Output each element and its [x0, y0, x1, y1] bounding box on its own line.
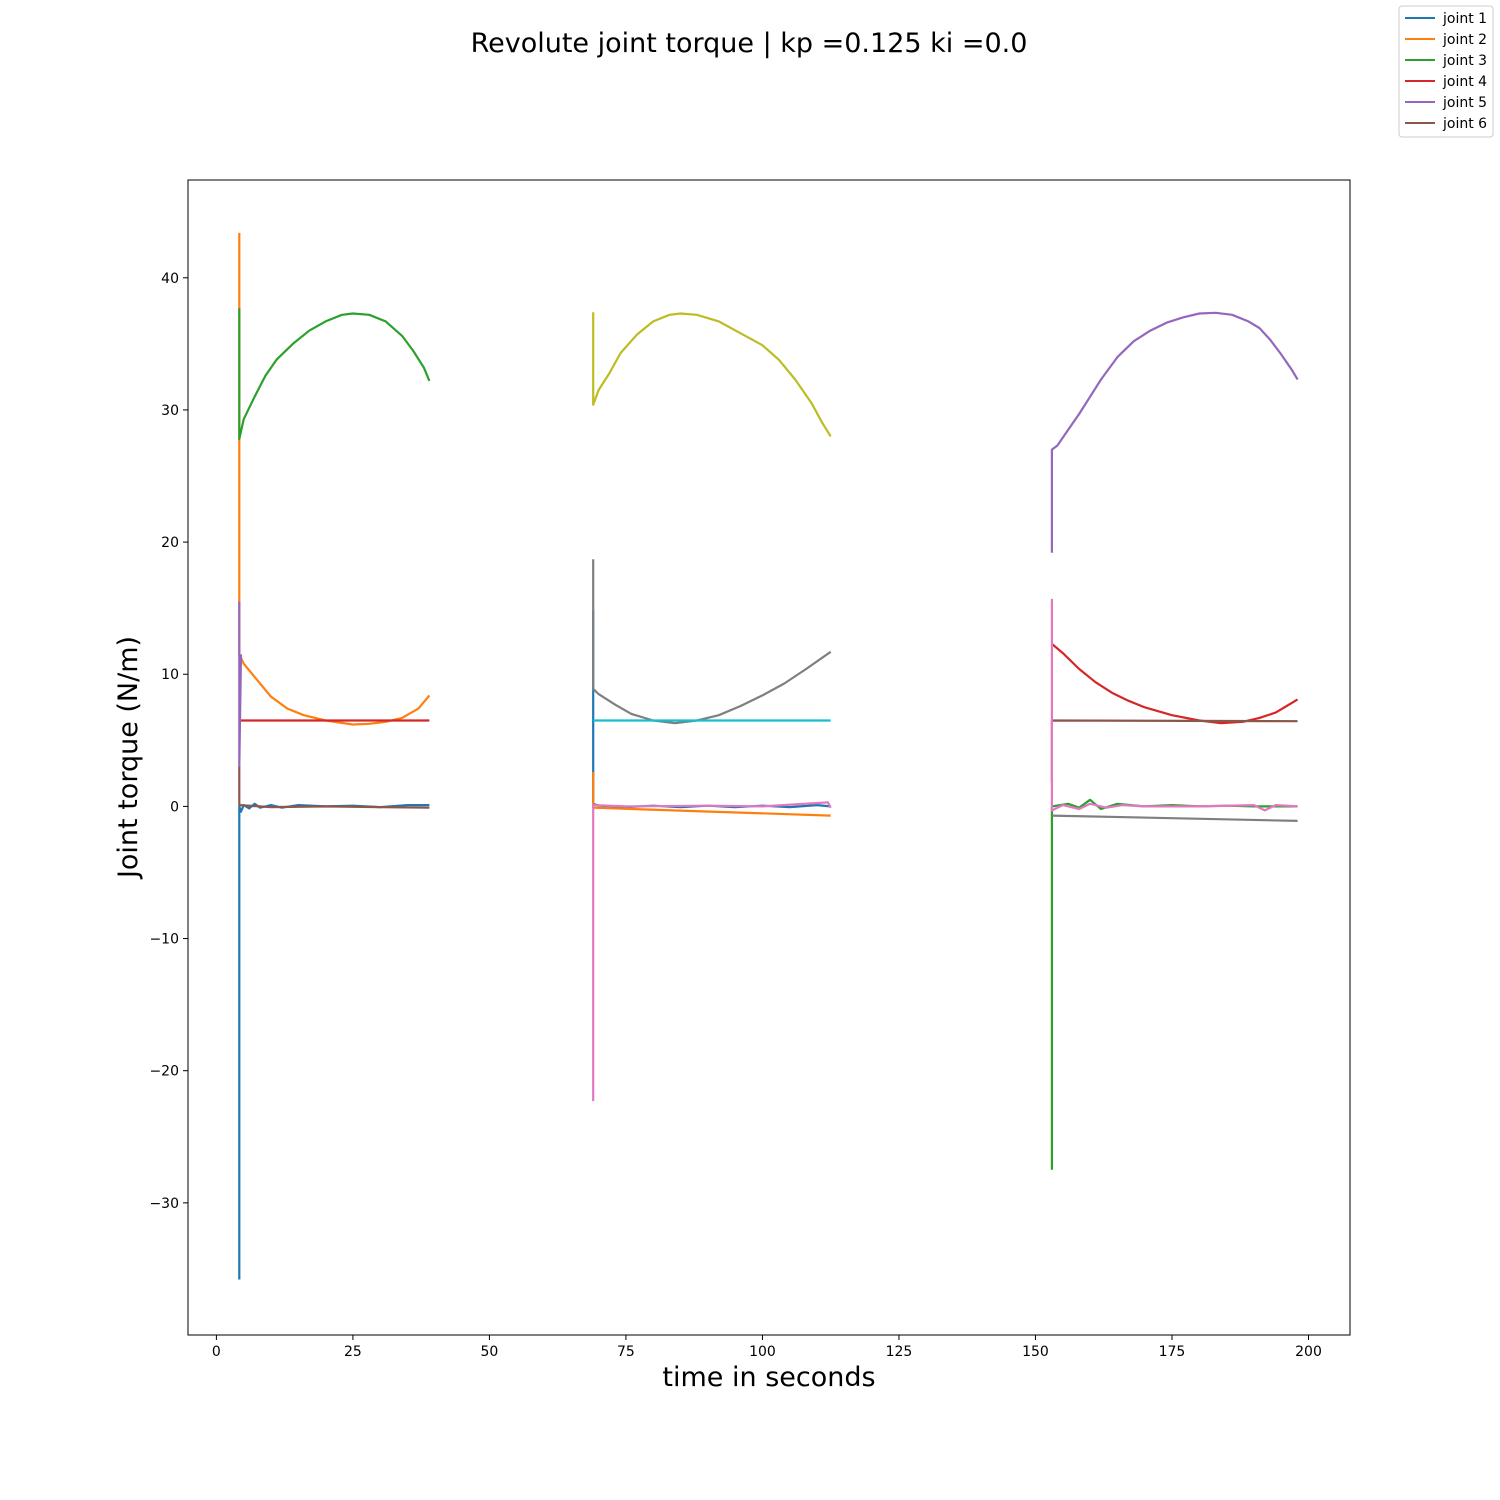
series-layer [238, 232, 1299, 1280]
x-axis-ticks: 0 25 50 75 100 125 150 175 200 [212, 1335, 1322, 1360]
chart-title: Revolute joint torque | kp =0.125 ki =0.… [471, 28, 1028, 59]
y-tick-label: −30 [149, 1196, 179, 1212]
series-line-7 [592, 610, 831, 809]
series-line-1 [238, 802, 430, 1280]
x-axis-label: time in seconds [662, 1362, 875, 1393]
legend-label: joint 6 [1442, 116, 1487, 132]
y-tick-label: 20 [161, 535, 179, 551]
x-tick-label: 0 [212, 1344, 221, 1360]
y-tick-label: −10 [149, 932, 179, 948]
x-tick-label: 100 [749, 1344, 776, 1360]
series-line-5 [238, 601, 243, 768]
legend-label: joint 4 [1442, 74, 1487, 90]
y-axis-ticks: −30 −20 −10 0 10 20 30 40 [149, 271, 188, 1212]
series-line-3 [238, 308, 431, 441]
x-tick-label: 150 [1022, 1344, 1049, 1360]
y-axis-label: Joint torque (N/m) [113, 636, 144, 880]
x-tick-label: 175 [1159, 1344, 1186, 1360]
series-line-6 [238, 766, 430, 809]
series-line-17 [1050, 598, 1298, 812]
legend-label: joint 2 [1442, 32, 1487, 48]
y-tick-label: 0 [170, 799, 179, 815]
legend-label: joint 3 [1442, 53, 1487, 69]
x-tick-label: 75 [617, 1344, 635, 1360]
y-tick-label: −20 [149, 1064, 179, 1080]
plot-frame [187, 179, 1351, 1336]
legend: joint 1 joint 2 joint 3 joint 4 joint 5 joint… [1398, 5, 1494, 138]
x-tick-label: 200 [1295, 1344, 1322, 1360]
x-tick-label: 50 [481, 1344, 499, 1360]
legend-label: joint 1 [1442, 11, 1487, 27]
series-line-8 [592, 772, 831, 817]
series-line-18 [1051, 814, 1298, 822]
series-line-13 [1050, 798, 1298, 1170]
x-tick-label: 25 [344, 1344, 362, 1360]
y-tick-label: 40 [161, 271, 179, 287]
series-line-14 [1050, 311, 1299, 553]
series-line-12 [592, 801, 832, 1102]
y-tick-label: 30 [161, 403, 179, 419]
series-line-2 [238, 232, 431, 726]
series-line-16 [1050, 719, 1298, 783]
x-tick-label: 125 [886, 1344, 913, 1360]
series-line-9 [592, 312, 832, 437]
series-line-15 [1051, 643, 1299, 725]
y-tick-label: 10 [161, 667, 179, 683]
series-line-10 [592, 559, 832, 725]
legend-label: joint 5 [1442, 95, 1487, 111]
